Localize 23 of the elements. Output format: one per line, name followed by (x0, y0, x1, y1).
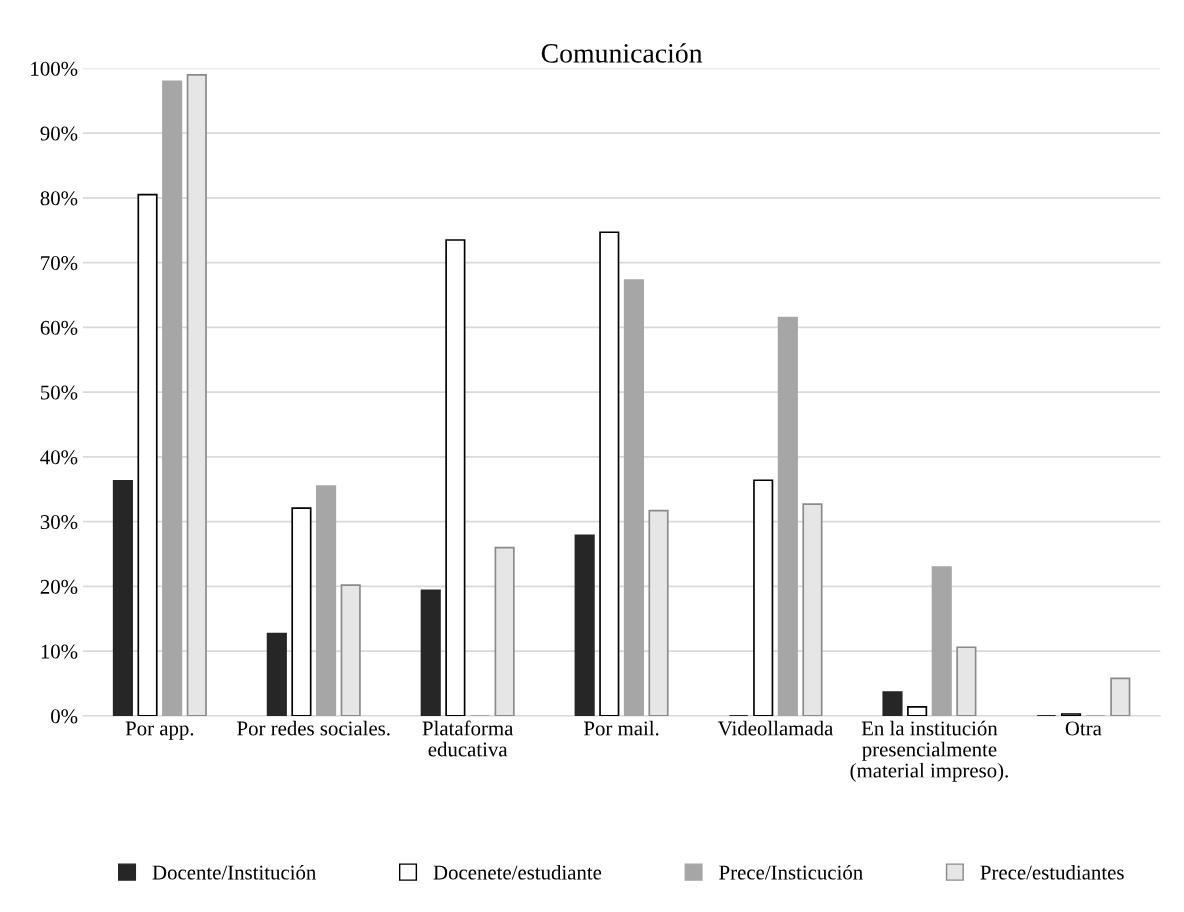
y-tick-label: 90% (40, 126, 78, 141)
x-tick-label: Videollamada (717, 720, 834, 736)
y-tick-label: 30% (40, 515, 78, 530)
y-tick-label: 50% (41, 385, 78, 400)
x-tick-label: Por app. (125, 721, 194, 740)
x-tick-label: Otra (1065, 721, 1102, 736)
legend-label: Docenete/estudiante (433, 864, 602, 880)
chart-title: Comunicación (541, 43, 703, 63)
legend-label: Prece/estudiantes (980, 864, 1124, 880)
y-tick-label: 0% (51, 709, 78, 724)
x-tick-label: Por mail. (584, 720, 659, 736)
legend-label: Prece/Insticución (719, 864, 863, 880)
x-tick-label: En la institución presencialmente (material impreso). (850, 720, 1008, 782)
y-tick-label: 10% (41, 644, 78, 659)
y-tick-label: 60% (40, 320, 78, 335)
legend-label: Docente/Institución (152, 864, 317, 880)
y-tick-label: 100% (31, 61, 78, 76)
y-tick-label: 20% (40, 579, 78, 594)
y-tick-label: 70% (41, 256, 78, 271)
x-tick-label: Plataforma educativa (422, 720, 514, 757)
x-tick-label: Por redes sociales. (237, 720, 390, 736)
y-tick-label: 40% (40, 450, 78, 465)
y-tick-label: 80% (40, 191, 78, 206)
